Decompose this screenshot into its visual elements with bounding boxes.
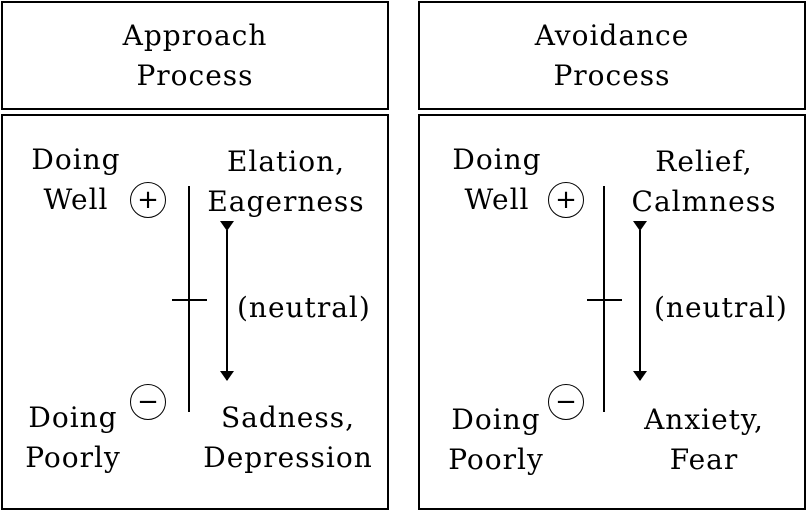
approach-neutral-label: (neutral) xyxy=(237,291,371,324)
approach-title-box: Approach Process xyxy=(1,1,389,110)
approach-top-state-label: Doing Well xyxy=(31,143,121,216)
avoidance-title-line2: Process xyxy=(553,58,671,92)
avoidance-neutral-label: (neutral) xyxy=(654,291,788,324)
minus-circle-icon: − xyxy=(130,384,166,420)
plus-circle-icon: + xyxy=(548,182,584,218)
avoidance-title-line1: Avoidance xyxy=(534,18,690,52)
avoidance-bottom-state-label: Doing Poorly xyxy=(448,403,544,476)
approach-bottom-emotion-label: Sadness, Depression xyxy=(203,401,373,474)
approach-top-emotion-label: Elation, Eagerness xyxy=(207,145,365,218)
avoidance-diagram-box: Doing Well + Relief, Calmness (neutral) … xyxy=(418,114,806,510)
approach-bottom-state-label: Doing Poorly xyxy=(25,401,121,474)
avoidance-top-state-label: Doing Well xyxy=(452,143,542,216)
approach-diagram-box: Doing Well + Elation, Eagerness (neutral… xyxy=(1,114,389,510)
minus-circle-icon: − xyxy=(548,384,584,420)
avoidance-title-box: Avoidance Process xyxy=(418,1,806,110)
plus-circle-icon: + xyxy=(130,182,166,218)
approach-title-line2: Process xyxy=(136,58,254,92)
approach-title-line1: Approach xyxy=(122,18,268,52)
avoidance-top-emotion-label: Relief, Calmness xyxy=(631,145,777,218)
avoidance-bottom-emotion-label: Anxiety, Fear xyxy=(644,403,764,476)
